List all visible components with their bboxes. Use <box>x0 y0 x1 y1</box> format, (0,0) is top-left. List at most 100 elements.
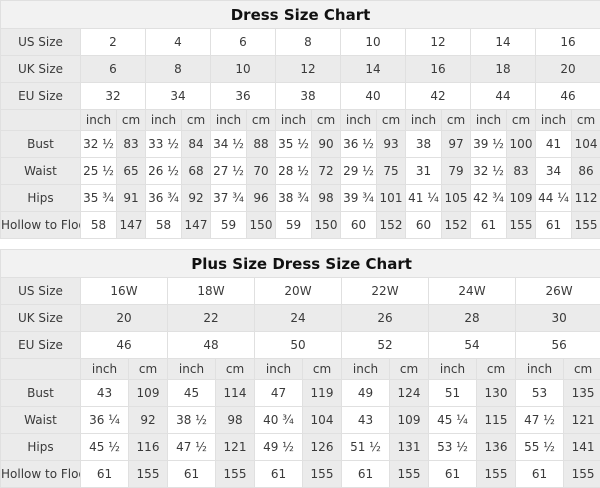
measure-value-cell: 61 <box>255 461 303 488</box>
measure-value-cell: 155 <box>564 461 600 488</box>
size-value-cell: 12 <box>406 29 471 56</box>
measure-value-cell: 72 <box>312 158 341 185</box>
row-label-cell: Bust <box>1 131 81 158</box>
row-label-cell <box>1 110 81 131</box>
size-value-cell: 8 <box>276 29 341 56</box>
measure-value-cell: 147 <box>182 212 211 239</box>
size-value-cell: 26W <box>516 278 600 305</box>
size-value-cell: 16W <box>81 278 168 305</box>
row-label-cell: US Size <box>1 29 81 56</box>
size-value-cell: 18W <box>168 278 255 305</box>
unit-cm-cell: cm <box>564 359 600 380</box>
unit-cm-cell: cm <box>477 359 516 380</box>
plus-size-dress-size-chart-title: Plus Size Dress Size Chart <box>1 250 600 278</box>
measure-value-cell: 155 <box>303 461 342 488</box>
measure-value-cell: 115 <box>477 407 516 434</box>
row-label-cell: Bust <box>1 380 81 407</box>
measure-value-cell: 96 <box>247 185 276 212</box>
unit-inch-cell: inch <box>168 359 216 380</box>
measure-value-cell: 155 <box>572 212 600 239</box>
measure-value-cell: 47 ½ <box>168 434 216 461</box>
size-value-cell: 14 <box>471 29 536 56</box>
measure-value-cell: 35 ½ <box>276 131 312 158</box>
measure-value-cell: 150 <box>312 212 341 239</box>
title-row: Dress Size Chart <box>1 1 600 29</box>
unit-inch-cell: inch <box>146 110 182 131</box>
unit-inch-cell: inch <box>276 110 312 131</box>
measure-value-cell: 38 ½ <box>168 407 216 434</box>
size-value-cell: 8 <box>146 56 211 83</box>
measure-value-cell: 136 <box>477 434 516 461</box>
unit-inch-cell: inch <box>81 110 117 131</box>
unit-cm-cell: cm <box>507 110 536 131</box>
unit-inch-cell: inch <box>255 359 303 380</box>
size-value-cell: 4 <box>146 29 211 56</box>
measure-value-cell: 36 ¾ <box>146 185 182 212</box>
measure-value-cell: 104 <box>572 131 600 158</box>
size-value-cell: 2 <box>81 29 146 56</box>
measure-value-cell: 97 <box>442 131 471 158</box>
measure-value-cell: 112 <box>572 185 600 212</box>
size-value-cell: 24W <box>429 278 516 305</box>
measure-value-cell: 41 ¼ <box>406 185 442 212</box>
measure-value-cell: 79 <box>442 158 471 185</box>
measure-value-cell: 25 ½ <box>81 158 117 185</box>
size-value-cell: 20W <box>255 278 342 305</box>
row-label-cell: Waist <box>1 407 81 434</box>
measure-value-cell: 152 <box>442 212 471 239</box>
measure-value-cell: 53 ½ <box>429 434 477 461</box>
size-value-cell: 36 <box>211 83 276 110</box>
size-value-cell: 6 <box>211 29 276 56</box>
measure-value-cell: 84 <box>182 131 211 158</box>
measure-value-cell: 51 ½ <box>342 434 390 461</box>
measure-value-cell: 152 <box>377 212 406 239</box>
measure-value-cell: 38 <box>406 131 442 158</box>
size-value-cell: 48 <box>168 332 255 359</box>
unit-inch-cell: inch <box>406 110 442 131</box>
measure-value-cell: 121 <box>564 407 600 434</box>
measure-value-cell: 147 <box>117 212 146 239</box>
measure-value-cell: 70 <box>247 158 276 185</box>
measure-row: Hollow to Floor5814758147591505915060152… <box>1 212 600 239</box>
measure-value-cell: 51 <box>429 380 477 407</box>
measure-value-cell: 61 <box>168 461 216 488</box>
measure-value-cell: 135 <box>564 380 600 407</box>
measure-value-cell: 155 <box>477 461 516 488</box>
measure-value-cell: 150 <box>247 212 276 239</box>
size-value-cell: 52 <box>342 332 429 359</box>
measure-value-cell: 35 ¾ <box>81 185 117 212</box>
unit-inch-cell: inch <box>211 110 247 131</box>
measure-value-cell: 59 <box>211 212 247 239</box>
size-value-cell: 22W <box>342 278 429 305</box>
measure-value-cell: 91 <box>117 185 146 212</box>
measure-value-cell: 93 <box>377 131 406 158</box>
unit-inch-cell: inch <box>429 359 477 380</box>
unit-cm-cell: cm <box>572 110 600 131</box>
measure-value-cell: 130 <box>477 380 516 407</box>
size-value-cell: 30 <box>516 305 600 332</box>
measure-row: Hollow to Floor6115561155611556115561155… <box>1 461 600 488</box>
measure-value-cell: 116 <box>129 434 168 461</box>
row-label-cell: UK Size <box>1 305 81 332</box>
unit-cm-cell: cm <box>312 110 341 131</box>
measure-value-cell: 34 <box>536 158 572 185</box>
size-value-cell: 10 <box>341 29 406 56</box>
size-value-cell: 56 <box>516 332 600 359</box>
measure-value-cell: 83 <box>117 131 146 158</box>
measure-value-cell: 109 <box>129 380 168 407</box>
measure-value-cell: 61 <box>342 461 390 488</box>
measure-value-cell: 43 <box>81 380 129 407</box>
measure-value-cell: 28 ½ <box>276 158 312 185</box>
measure-value-cell: 86 <box>572 158 600 185</box>
measure-value-cell: 31 <box>406 158 442 185</box>
